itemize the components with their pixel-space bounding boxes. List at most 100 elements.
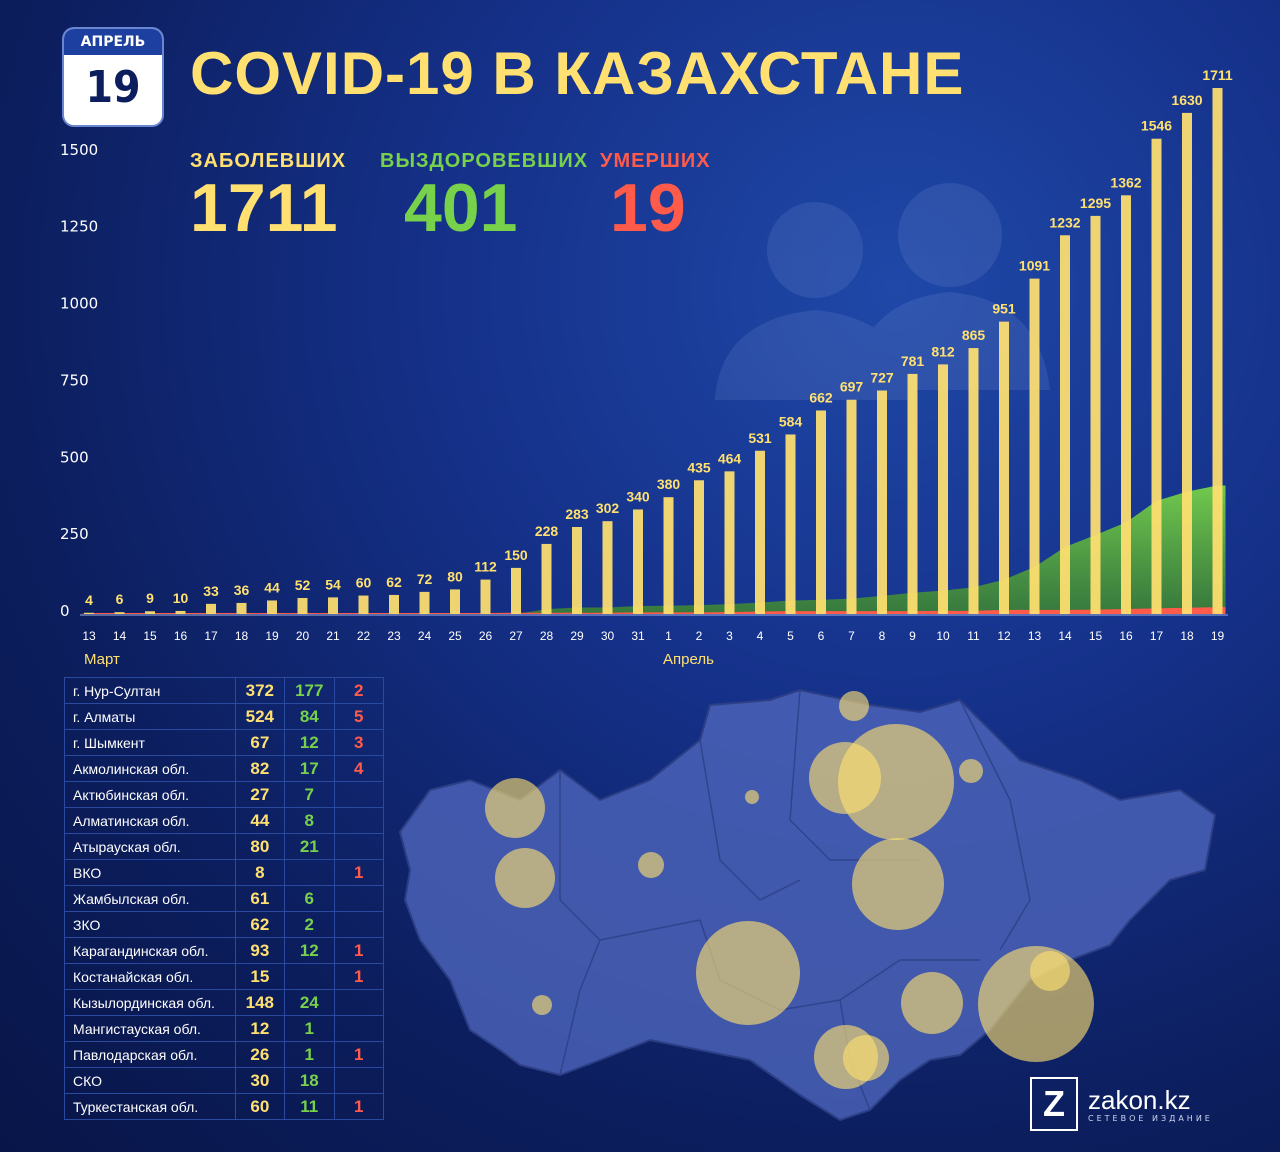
region-deaths: 5	[333, 703, 384, 730]
bar-value-label: 380	[657, 476, 681, 492]
date-month: АПРЕЛЬ	[64, 29, 162, 55]
stat-deaths-label: УМЕРШИХ	[600, 150, 711, 172]
x-tick-label: 13	[1028, 629, 1042, 643]
region-cases: 372	[234, 677, 286, 704]
logo-tagline: СЕТЕВОЕ ИЗДАНИЕ	[1088, 1113, 1213, 1123]
x-tick-label: 18	[1180, 629, 1194, 643]
x-tick-label: 7	[848, 629, 855, 643]
table-row: Павлодарская обл. 26 1 1	[64, 1041, 384, 1068]
stat-recovered-value: 401	[404, 170, 518, 246]
chart-areas	[81, 485, 1226, 614]
region-deaths: 1	[333, 1093, 384, 1120]
bar-value-label: 80	[447, 568, 463, 584]
bar-value-label: 697	[840, 379, 864, 395]
bar-value-label: 52	[295, 577, 311, 593]
x-tick-label: 14	[1058, 629, 1072, 643]
bar-value-label: 1630	[1171, 92, 1202, 108]
region-cases: 67	[234, 729, 286, 756]
bar-value-label: 302	[596, 500, 620, 516]
region-recovered: 21	[284, 833, 335, 860]
cases-bar	[785, 434, 796, 614]
y-tick-label: 0	[60, 602, 70, 620]
stat-cases: ЗАБОЛЕВШИХ 1711	[190, 150, 346, 243]
region-name: г. Шымкент	[64, 729, 236, 756]
x-tick-label: 15	[1089, 629, 1103, 643]
cases-bar	[877, 390, 887, 614]
region-cases: 148	[234, 989, 286, 1016]
x-tick-label: 14	[113, 629, 127, 643]
cases-bar	[419, 591, 430, 614]
region-deaths	[333, 885, 384, 912]
table-row: Актюбинская обл. 27 7	[64, 781, 384, 808]
cases-bar	[114, 612, 125, 614]
region-deaths: 2	[333, 677, 384, 704]
cases-bar	[755, 450, 765, 614]
x-tick-label: 19	[265, 629, 279, 643]
cases-bar	[206, 603, 216, 614]
region-recovered: 6	[284, 885, 335, 912]
kazakhstan-map	[398, 688, 1217, 1122]
y-tick-label: 250	[60, 525, 89, 543]
map-circle	[838, 724, 954, 840]
cases-bar	[1151, 138, 1162, 614]
x-tick-label: 5	[787, 629, 794, 643]
date-badge: АПРЕЛЬ 19	[64, 29, 162, 125]
x-tick-label: 9	[909, 629, 916, 643]
region-name: Мангистауская обл.	[64, 1015, 236, 1042]
stat-cases-value: 1711	[190, 170, 338, 246]
region-name: Павлодарская обл.	[64, 1041, 236, 1068]
bar-value-label: 228	[535, 523, 559, 539]
bar-value-label: 72	[417, 571, 433, 587]
region-cases: 8	[234, 859, 286, 886]
x-tick-label: 8	[879, 629, 886, 643]
map-circle	[1030, 951, 1070, 991]
bar-value-label: 10	[173, 590, 189, 606]
logo-name: zakon.kz	[1088, 1084, 1191, 1115]
region-cases: 15	[234, 963, 286, 990]
cases-bar	[1212, 88, 1223, 614]
region-name: СКО	[64, 1067, 236, 1094]
region-cases: 61	[234, 885, 286, 912]
region-deaths	[333, 833, 384, 860]
region-deaths	[333, 807, 384, 834]
bar-value-label: 9	[146, 590, 154, 606]
region-name: ЗКО	[64, 911, 236, 938]
region-recovered: 7	[284, 781, 335, 808]
cases-bar	[541, 543, 552, 614]
bar-value-label: 6	[116, 591, 124, 607]
y-tick-label: 1500	[60, 141, 98, 159]
bar-value-label: 4	[85, 592, 93, 608]
map-circle	[745, 790, 759, 804]
region-recovered: 177	[284, 677, 335, 704]
region-cases: 60	[234, 1093, 286, 1120]
x-tick-label: 30	[601, 629, 615, 643]
map-shape	[398, 688, 1217, 1122]
x-tick-label: 13	[82, 629, 96, 643]
region-name: Актюбинская обл.	[64, 781, 236, 808]
region-recovered: 17	[284, 755, 335, 782]
page-title: COVID-19 В КАЗАХСТАНЕ	[190, 40, 965, 107]
bar-value-label: 1546	[1141, 118, 1172, 134]
region-cases: 524	[234, 703, 286, 730]
region-cases: 12	[234, 1015, 286, 1042]
region-deaths	[333, 1067, 384, 1094]
map-circle	[696, 921, 800, 1025]
bar-value-label: 283	[565, 506, 589, 522]
cases-bar	[724, 471, 735, 614]
x-tick-label: 21	[326, 629, 340, 643]
cases-bar	[511, 567, 521, 614]
region-deaths	[333, 989, 384, 1016]
cases-bar	[816, 410, 826, 614]
region-recovered: 18	[284, 1067, 335, 1094]
y-tick-label: 1250	[60, 218, 98, 236]
cases-bar	[602, 521, 613, 614]
map-circle	[959, 759, 983, 783]
region-deaths: 1	[333, 859, 384, 886]
stat-recovered-label: ВЫЗДОРОВЕВШИХ	[380, 150, 589, 172]
cases-bar	[1060, 235, 1070, 614]
region-deaths	[333, 911, 384, 938]
month-label-march: Март	[84, 651, 120, 668]
region-recovered	[284, 963, 335, 990]
cases-bar	[968, 348, 979, 614]
